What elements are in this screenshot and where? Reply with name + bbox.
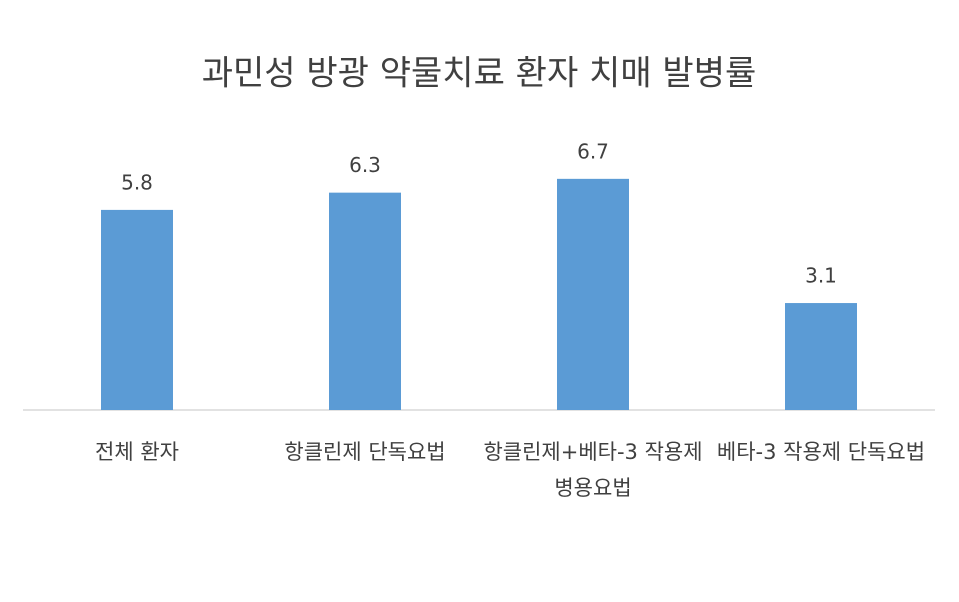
value-label: 5.8	[121, 170, 153, 194]
value-label: 3.1	[805, 264, 837, 288]
bar	[785, 303, 857, 410]
x-tick-label: 항클린제 단독요법	[284, 440, 446, 464]
bar	[557, 178, 629, 410]
x-tick-label: 베타-3 작용제 단독요법	[716, 440, 926, 464]
chart-title: 과민성 방광 약물치료 환자 치매 발병률	[202, 54, 757, 94]
bar	[329, 192, 401, 410]
value-label: 6.7	[577, 139, 609, 163]
bar	[101, 209, 173, 410]
value-label: 6.3	[349, 153, 381, 177]
x-tick-label: 항클린제+베타-3 작용제 병용요법	[483, 440, 703, 500]
x-tick-label: 전체 환자	[95, 440, 179, 464]
